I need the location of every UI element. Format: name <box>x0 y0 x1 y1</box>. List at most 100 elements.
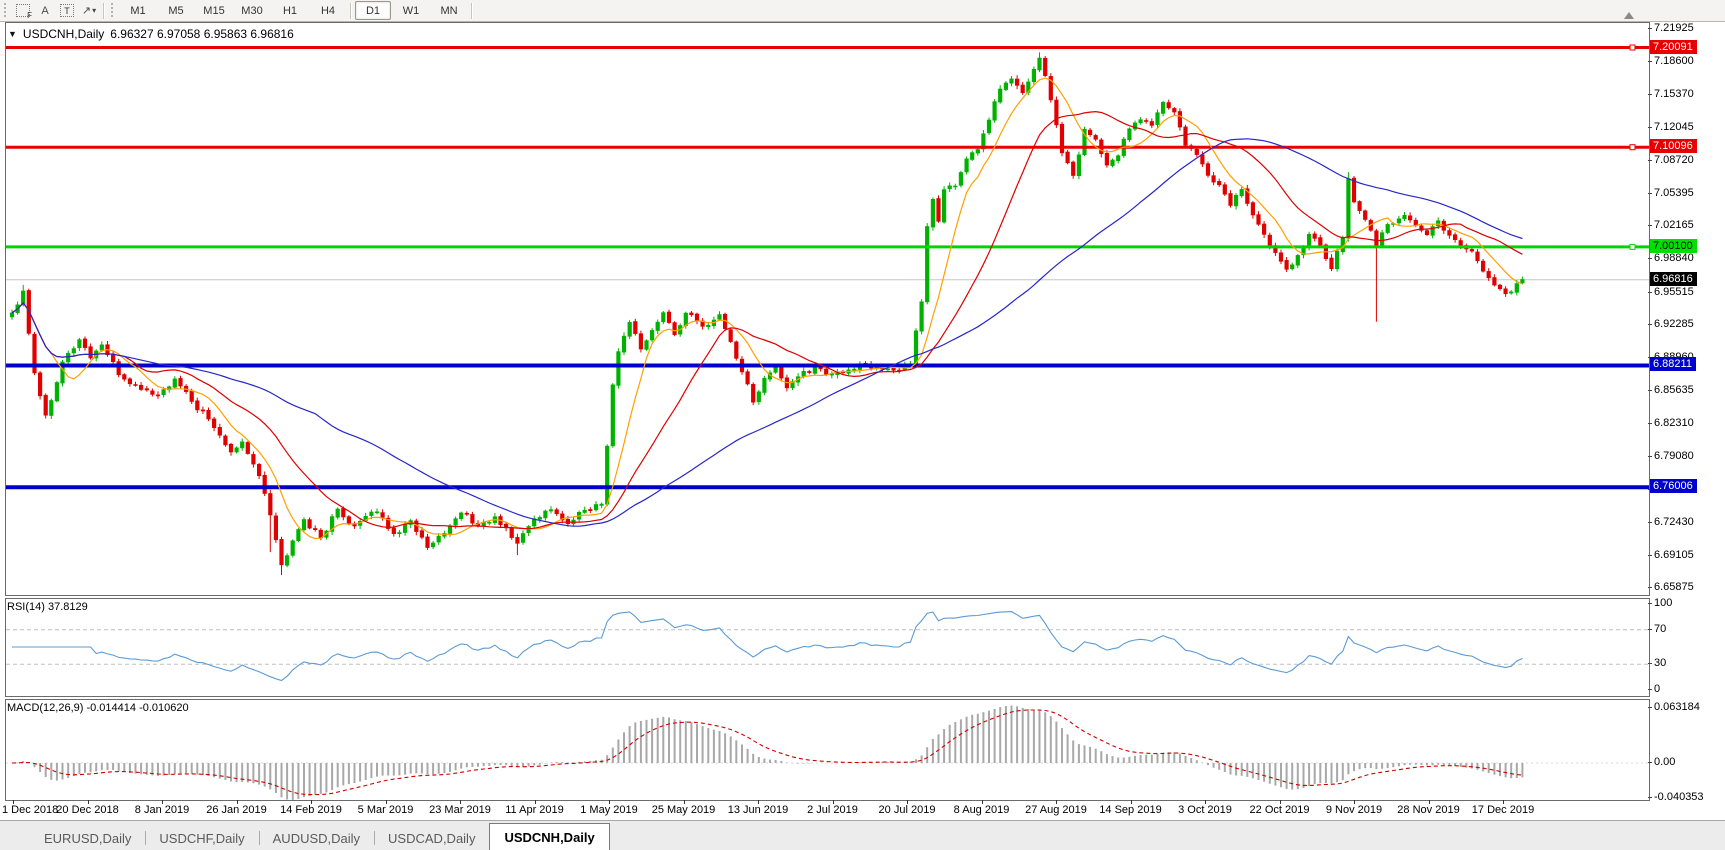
chart-symbol-label: USDCNH,Daily <box>22 27 105 41</box>
timeframe-button-m5[interactable]: M5 <box>168 4 184 17</box>
date-label: 8 Aug 2019 <box>953 804 1010 816</box>
timeframe-button-m30[interactable]: M30 <box>241 4 263 17</box>
axis-tick: 70 <box>1648 623 1666 635</box>
timeframe-button-mn[interactable]: MN <box>440 4 458 17</box>
tab-separator <box>258 831 260 845</box>
current-price-label: 6.96816 <box>1650 272 1697 286</box>
rsi-label: RSI(14) 37.8129 <box>7 601 88 613</box>
date-tick <box>1130 800 1132 804</box>
date-label: 2 Jul 2019 <box>807 804 858 816</box>
date-label: 14 Sep 2019 <box>1099 804 1162 816</box>
text-icon[interactable]: A <box>34 2 56 20</box>
fibonacci-icon[interactable]: F <box>12 2 34 20</box>
axis-tick: 6.92285 <box>1648 318 1694 330</box>
tab-eurusd[interactable]: EURUSD,Daily <box>30 826 147 850</box>
date-tick <box>385 800 387 804</box>
date-tick <box>1354 800 1355 804</box>
fast-ma <box>11 77 1523 540</box>
level-price-label: 7.20091 <box>1650 40 1697 54</box>
text-label-icon[interactable]: T <box>56 2 78 20</box>
tab-separator <box>374 831 376 845</box>
tab-separator <box>145 831 147 845</box>
date-label: 26 Jan 2019 <box>206 804 267 816</box>
axis-tick: 7.18600 <box>1648 55 1694 67</box>
axis-tick: 7.21925 <box>1648 22 1694 34</box>
main-chart-panel[interactable] <box>5 22 1650 596</box>
axis-tick: 100 <box>1648 597 1672 609</box>
date-tick <box>1503 800 1504 804</box>
text-glyph: A <box>41 4 49 17</box>
level-price-label: 7.10096 <box>1650 139 1697 153</box>
date-tick <box>758 800 759 804</box>
arrows-glyph: ↗ <box>81 5 92 17</box>
fibonacci-glyph <box>16 4 30 17</box>
date-tick <box>907 800 908 804</box>
chart-title: ▼ USDCNH,Daily 6.96327 6.97058 6.95863 6… <box>8 27 294 41</box>
date-tick <box>832 800 834 804</box>
date-label: 27 Aug 2019 <box>1025 804 1087 816</box>
date-tick <box>87 800 89 804</box>
top-toolbar: F A T ↗ ▾ M1 M5 M15 M30 H1 H4 D1 W1 MN <box>0 0 1725 22</box>
rsi-panel[interactable] <box>5 598 1650 697</box>
axis-tick: 7.05395 <box>1648 187 1694 199</box>
date-label: 9 Nov 2019 <box>1325 804 1383 816</box>
label-glyph: T <box>60 4 74 17</box>
axis-tick: 6.65875 <box>1648 581 1694 593</box>
date-tick <box>1428 800 1430 804</box>
date-label: 14 Feb 2019 <box>280 804 342 816</box>
macd-signal-line <box>11 709 1523 796</box>
chart-ohlc-values: 6.96327 6.97058 6.95863 6.96816 <box>110 27 294 41</box>
timeframe-button-h4[interactable]: H4 <box>320 4 336 17</box>
date-label: 8 Jan 2019 <box>134 804 190 816</box>
date-label: 3 Oct 2019 <box>1178 804 1232 816</box>
macd-label: MACD(12,26,9) -0.014414 -0.010620 <box>7 702 189 714</box>
toolbar-separator <box>350 2 351 19</box>
collapse-icon[interactable]: ▼ <box>8 29 17 39</box>
slow-ma <box>11 138 1523 527</box>
date-label: 1 Dec 2018 <box>2 804 59 816</box>
tab-audusd[interactable]: AUDUSD,Daily <box>259 826 376 850</box>
axis-tick: 7.08720 <box>1648 154 1694 166</box>
price-axis: 7.21925 7.18600 7.15370 7.12045 7.08720 7.053… <box>1648 0 1725 850</box>
timeframe-button-group: M1 M5 M15 M30 H1 H4 D1 W1 MN <box>119 1 475 20</box>
date-label: 1 May 2019 <box>580 804 638 816</box>
axis-tick: 6.69105 <box>1648 549 1694 561</box>
toolbar-separator <box>103 2 104 19</box>
tab-usdcnh[interactable]: USDCNH,Daily <box>489 823 610 850</box>
timeframe-button-h1[interactable]: H1 <box>282 4 298 17</box>
toolbar-grip[interactable] <box>3 3 8 18</box>
timeframe-button-m1[interactable]: M1 <box>130 4 146 17</box>
date-tick <box>311 800 312 804</box>
mid-ma <box>11 110 1523 530</box>
date-label: 5 Mar 2019 <box>357 804 414 816</box>
date-label: 25 May 2019 <box>651 804 716 816</box>
axis-tick: 30 <box>1648 657 1666 669</box>
date-label: 22 Oct 2019 <box>1249 804 1310 816</box>
timeframe-button-w1[interactable]: W1 <box>402 4 420 17</box>
macd-panel[interactable] <box>5 699 1650 801</box>
date-axis: 1 Dec 2018 20 Dec 2018 8 Jan 2019 26 Jan 20… <box>0 800 1725 818</box>
axis-tick: 6.72430 <box>1648 516 1694 528</box>
timeframe-button-d1[interactable]: D1 <box>355 1 391 20</box>
tab-usdcad[interactable]: USDCAD,Daily <box>374 826 491 850</box>
tab-usdchf[interactable]: USDCHF,Daily <box>145 826 260 850</box>
arrows-icon[interactable]: ↗ ▾ <box>78 2 100 20</box>
date-tick <box>981 800 983 804</box>
chart-tab-bar: EURUSD,Daily USDCHF,Daily AUDUSD,Daily USDC… <box>0 820 1725 850</box>
axis-tick: 7.15370 <box>1648 88 1694 100</box>
axis-tick: 0.063184 <box>1648 701 1700 713</box>
axis-tick: 6.98840 <box>1648 252 1694 264</box>
date-tick <box>534 800 536 804</box>
axis-tick: 0 <box>1648 683 1660 695</box>
scroll-to-end-icon[interactable] <box>1624 12 1634 19</box>
date-label: 17 Dec 2019 <box>1471 804 1535 816</box>
toolbar-separator <box>471 2 472 19</box>
date-tick <box>683 800 685 804</box>
toolbar-grip[interactable] <box>110 3 115 18</box>
date-tick <box>1205 800 1206 804</box>
date-tick <box>236 800 238 804</box>
axis-tick: -0.040353 <box>1648 791 1704 803</box>
axis-tick: 7.12045 <box>1648 121 1694 133</box>
timeframe-button-m15[interactable]: M15 <box>203 4 225 17</box>
